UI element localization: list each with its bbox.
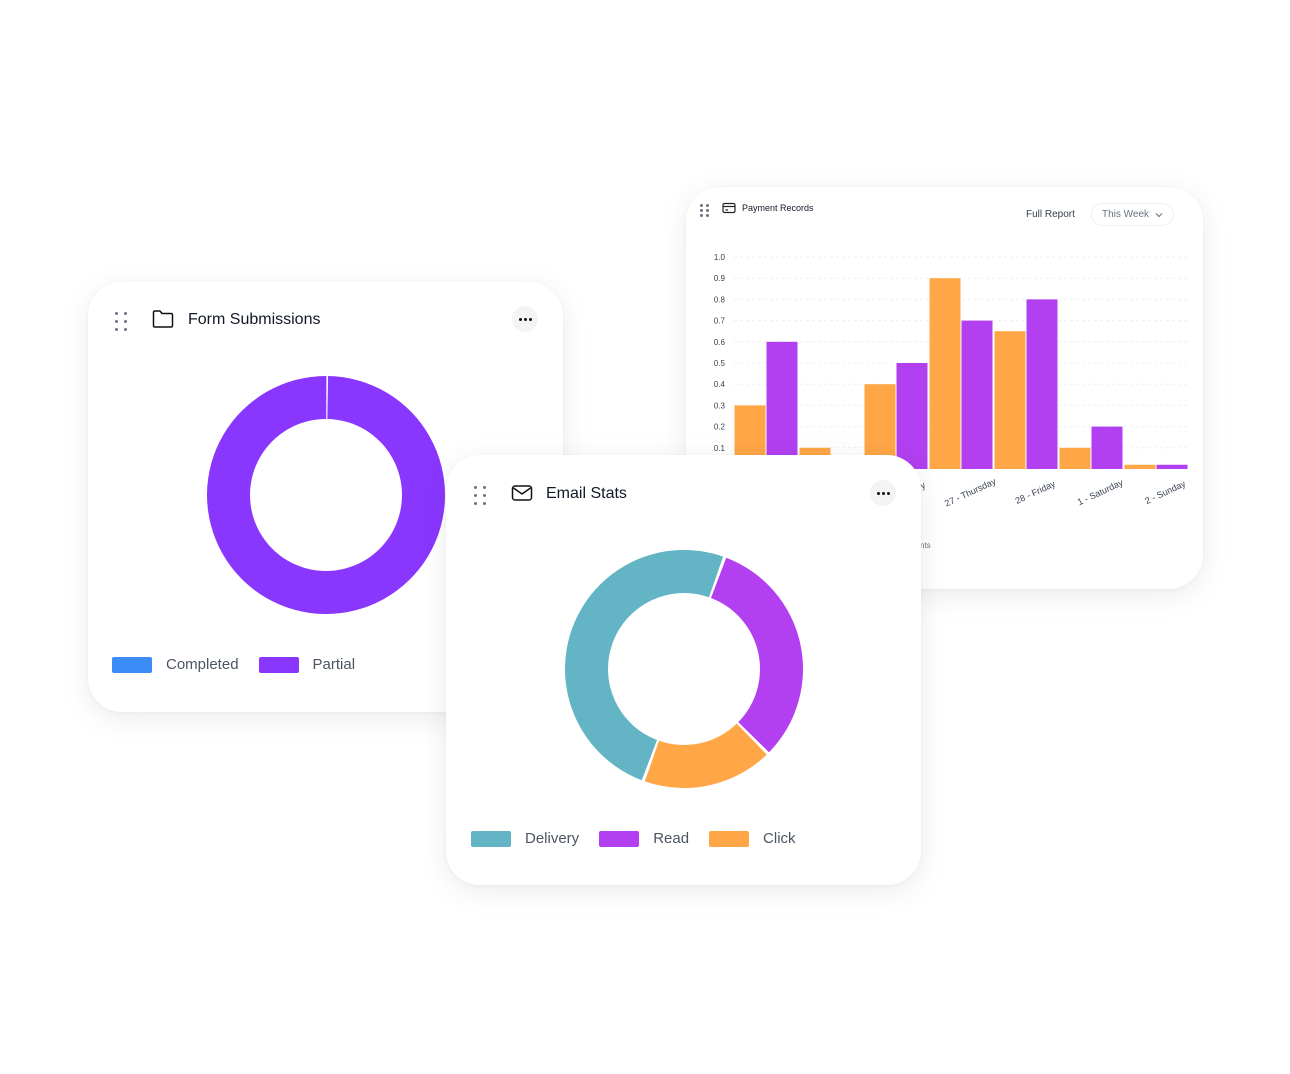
bar[interactable] (1059, 447, 1091, 469)
chevron-down-icon (1155, 212, 1163, 217)
payment-records-title: Payment Records (742, 203, 814, 213)
full-report-link[interactable]: Full Report (1026, 209, 1075, 220)
y-tick-label: 1.0 (714, 253, 726, 262)
legend-item-partial[interactable]: Partial (258, 656, 356, 673)
legend-label: Read (653, 830, 690, 847)
y-tick-label: 0.1 (714, 444, 726, 453)
bar[interactable] (994, 331, 1026, 469)
donut-slice-partial[interactable] (207, 375, 446, 614)
bar[interactable] (766, 341, 798, 469)
legend-label: Completed (166, 656, 239, 673)
legend-label: Click (763, 830, 796, 847)
more-options-button[interactable] (512, 306, 538, 332)
email-donut-chart (564, 549, 803, 788)
period-select-value: This Week (1102, 209, 1150, 220)
legend-item-read[interactable]: Read (599, 830, 689, 847)
legend-item-delivery[interactable]: Delivery (471, 830, 579, 847)
bar[interactable] (1124, 464, 1156, 469)
bar[interactable] (896, 363, 928, 469)
x-tick-label: 2 - Sunday (1143, 478, 1187, 506)
envelope-icon (511, 485, 533, 501)
email-stats-card: Email Stats Delivery Read Click (446, 455, 921, 885)
form-donut-chart (207, 375, 446, 614)
period-select[interactable]: This Week (1091, 203, 1175, 226)
truncated-axis-label: nts (920, 541, 931, 550)
y-tick-label: 0.5 (714, 359, 726, 368)
drag-handle-icon[interactable] (700, 204, 710, 217)
folder-icon (152, 310, 174, 328)
more-options-button[interactable] (870, 480, 896, 506)
x-tick-label: 27 - Thursday (943, 476, 998, 509)
bar[interactable] (1156, 464, 1188, 469)
drag-handle-icon[interactable] (115, 312, 127, 332)
bar[interactable] (864, 384, 896, 469)
y-tick-label: 0.3 (714, 401, 726, 410)
email-legend: Delivery Read Click (471, 830, 816, 847)
legend-swatch (258, 656, 299, 673)
payment-bar-chart: 0.1 0.2 0.3 0.4 0.5 0.6 0.7 0.8 0.9 1.0 27 - Thurs… (714, 253, 1189, 509)
form-submissions-title: Form Submissions (188, 311, 321, 328)
legend-item-completed[interactable]: Completed (112, 656, 239, 673)
y-tick-label: 0.9 (714, 274, 726, 283)
y-tick-label: 0.4 (714, 380, 726, 389)
legend-label: Partial (312, 656, 356, 673)
legend-swatch (471, 830, 511, 847)
x-tick-label: 28 - Friday (1014, 478, 1058, 505)
form-legend: Completed Partial (112, 656, 375, 673)
drag-handle-icon[interactable] (474, 486, 486, 506)
donut-slice-click[interactable] (644, 723, 767, 788)
bar[interactable] (1091, 426, 1123, 469)
x-tick-label: 1 - Saturday (1076, 477, 1125, 507)
y-tick-label: 0.6 (714, 338, 726, 347)
bar[interactable] (1026, 299, 1058, 469)
legend-item-click[interactable]: Click (709, 830, 796, 847)
x-tick-label-truncated: y (919, 480, 928, 491)
donut-slice-read[interactable] (710, 557, 803, 753)
y-tick-label: 0.2 (714, 423, 726, 432)
legend-swatch (709, 830, 750, 847)
y-tick-label: 0.8 (714, 295, 726, 304)
legend-swatch (112, 656, 152, 673)
y-tick-label: 0.7 (714, 317, 726, 326)
donut-slice-delivery[interactable] (564, 549, 724, 781)
bar[interactable] (961, 320, 993, 469)
bar[interactable] (929, 278, 961, 469)
legend-swatch (599, 830, 640, 847)
credit-card-icon (722, 202, 736, 214)
legend-label: Delivery (525, 830, 580, 847)
email-stats-title: Email Stats (546, 485, 627, 502)
